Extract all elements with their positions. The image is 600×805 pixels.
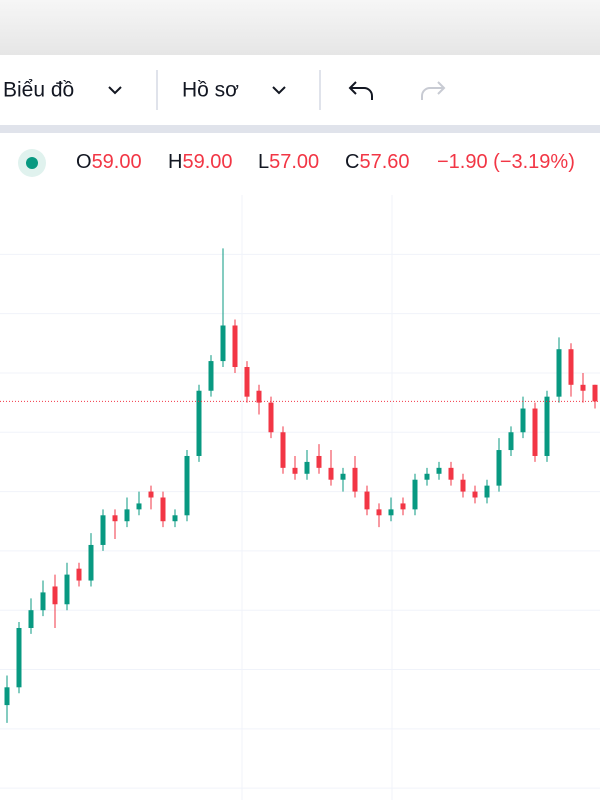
toolbar [0,55,600,125]
candle-body [400,503,406,510]
chart-menu[interactable]: Biểu đồ [3,79,74,102]
candle-body [280,432,286,468]
legend-label: H [168,151,182,173]
legend-value: 59.00 [92,151,142,173]
candle-body [424,473,430,480]
candle-body [304,461,310,474]
candle-body [28,610,34,628]
legend-label: C [345,151,359,173]
candle-body [256,390,262,403]
candle-body [100,515,106,545]
candle-body [148,491,154,498]
candle-body [496,450,502,486]
candle-body [160,497,166,522]
candle-body [88,544,94,581]
separator [0,125,600,133]
candle-body [520,408,526,433]
candle-body [412,479,418,510]
status-dot [26,157,38,169]
candle-body [52,586,58,605]
candle-body [172,515,178,522]
candle-body [484,485,490,498]
candle-body [4,687,10,706]
candle-body [388,509,394,516]
top-bar [0,0,600,55]
candle-body [220,325,226,362]
legend-value: 57.00 [269,151,319,173]
candle-body [544,396,550,456]
candle-body [556,349,562,397]
candle-body [208,361,214,391]
redo-button[interactable] [421,81,446,100]
candle-body [328,467,334,480]
legend-change: −1.90 (−3.19%) [437,151,575,173]
candle-body [112,515,118,522]
candle-body [376,509,382,516]
candle-body [292,467,298,474]
candle-body [592,384,598,402]
candle-body [40,592,46,611]
candle-body [16,627,22,688]
candle-body [232,325,238,368]
legend-label: L [258,151,269,173]
candle-body [532,408,538,456]
candle-body [436,467,442,474]
undo-button[interactable] [348,81,373,100]
candle-body [472,491,478,498]
chevron [272,86,286,95]
candle-body [196,390,202,456]
legend-value: 59.00 [182,151,232,173]
chevron [108,86,122,95]
candle-body [184,455,190,516]
candle-body [76,568,82,581]
candle-body [64,574,70,605]
ohlc-legend: O59.00 H59.00 L57.00 C57.60 −1.90 (−3.19… [76,151,575,173]
candle-body [352,467,358,492]
profile-menu[interactable]: Hồ sơ [182,79,239,102]
legend-label: O [76,151,92,173]
candle-body [316,455,322,468]
grid [0,195,600,800]
candle-body [340,473,346,480]
candle-body [244,367,250,397]
legend-value: 57.60 [359,151,409,173]
candle-body [508,432,514,451]
candle-body [448,467,454,480]
candle-body [568,349,574,385]
candle-body [136,503,142,510]
candle-body [460,479,466,492]
candle-body [580,384,586,391]
candle-body [364,491,370,510]
candle-body [124,509,130,522]
candle-body [268,402,274,433]
